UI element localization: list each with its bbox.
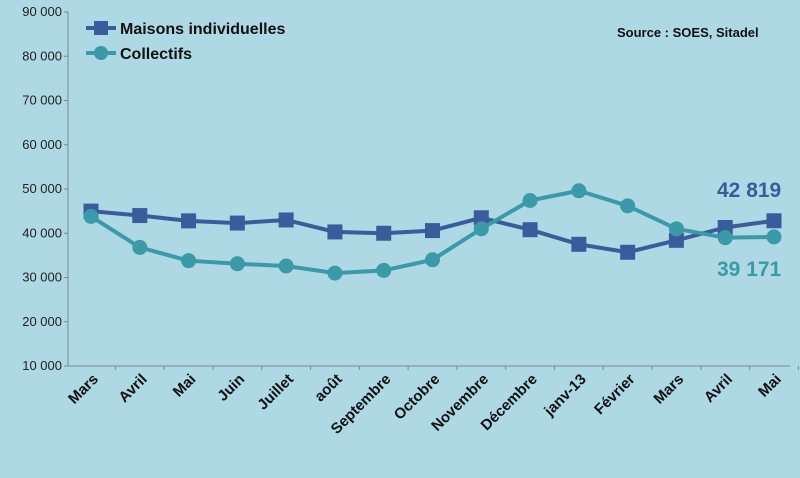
data-point	[132, 208, 148, 224]
y-tick-label: 40 000	[22, 225, 62, 240]
x-tick-label: janv-13	[540, 371, 589, 420]
legend-marker-collectifs	[94, 46, 108, 60]
y-tick-label: 30 000	[22, 270, 62, 285]
data-point	[229, 256, 245, 272]
y-tick-label: 80 000	[22, 48, 62, 63]
annotation-maisons-last: 42 819	[717, 179, 781, 202]
data-point	[473, 221, 489, 237]
data-point	[229, 215, 245, 231]
x-tick-label: août	[311, 371, 345, 405]
legend: Maisons individuelles Collectifs	[86, 21, 285, 63]
data-point	[376, 225, 392, 241]
annotation-collectifs-last: 39 171	[717, 258, 782, 281]
data-point	[620, 198, 636, 214]
x-tick-label: Février	[591, 371, 639, 419]
x-tick-label: Avril	[701, 371, 736, 406]
data-point	[327, 265, 343, 281]
x-tick-label: Mai	[755, 371, 785, 401]
data-point	[766, 229, 782, 245]
x-tick-label: Mai	[170, 371, 200, 401]
data-point	[278, 212, 294, 228]
data-point	[181, 253, 197, 269]
data-point	[620, 244, 636, 260]
data-point	[522, 193, 538, 209]
legend-marker-maisons	[94, 21, 108, 35]
data-point	[473, 210, 489, 226]
x-tick-label: Mars	[650, 371, 687, 408]
data-point	[668, 221, 684, 237]
x-tick-label: Mars	[65, 371, 102, 408]
data-point	[668, 232, 684, 248]
data-point	[278, 258, 294, 274]
legend-label-maisons: Maisons individuelles	[120, 21, 285, 38]
data-point	[425, 223, 440, 239]
data-point	[571, 183, 587, 199]
data-point	[83, 208, 99, 224]
data-point	[766, 213, 782, 229]
data-point	[181, 213, 197, 229]
data-point	[522, 222, 538, 238]
legend-label-collectifs: Collectifs	[120, 46, 192, 63]
data-point	[132, 239, 148, 255]
y-tick-label: 10 000	[22, 358, 62, 373]
x-tick-label: Avril	[115, 371, 150, 406]
data-point	[327, 224, 343, 240]
data-point	[425, 252, 440, 268]
series-maisons-individuelles	[83, 203, 782, 260]
series-collectifs	[83, 183, 782, 281]
y-tick-label: 60 000	[22, 137, 62, 152]
y-tick-label: 20 000	[22, 314, 62, 329]
data-point	[717, 230, 733, 246]
source-note: Source : SOES, Sitadel	[617, 25, 759, 40]
y-tick-label: 50 000	[22, 181, 62, 196]
data-point	[376, 262, 392, 278]
x-tick-label: Juillet	[254, 371, 297, 414]
x-tick-label: Juin	[214, 371, 248, 405]
data-point	[571, 236, 587, 252]
y-tick-label: 90 000	[22, 4, 62, 19]
y-tick-label: 70 000	[22, 93, 62, 108]
series-layer	[83, 183, 782, 281]
